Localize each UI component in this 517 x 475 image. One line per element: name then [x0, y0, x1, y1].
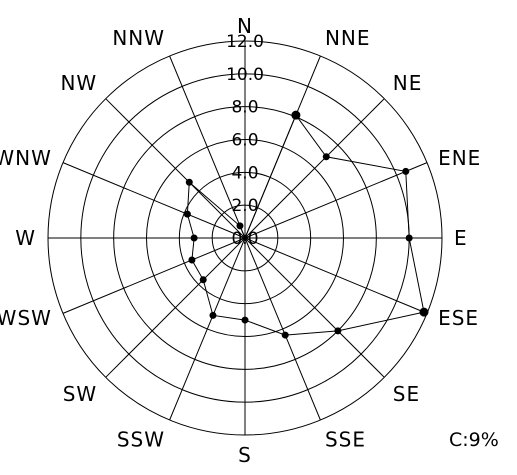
data-point-sw	[199, 276, 207, 284]
direction-label-s: S	[238, 443, 252, 467]
direction-label-ene: ENE	[438, 146, 481, 170]
data-point-nw	[185, 178, 193, 186]
data-point-ene	[402, 167, 410, 175]
spoke-sw	[105, 237, 246, 378]
data-point-ese	[419, 307, 429, 317]
data-point-w	[190, 234, 198, 242]
direction-label-ese: ESE	[438, 306, 479, 330]
spoke-ne	[244, 98, 385, 239]
series-line	[186, 114, 425, 336]
spoke-ssw	[169, 237, 246, 421]
data-point-se	[334, 327, 342, 335]
direction-label-ssw: SSW	[117, 427, 165, 451]
calm-label: C:9%	[449, 429, 499, 451]
spoke-sse	[244, 237, 321, 421]
direction-spokes	[48, 41, 442, 435]
spoke-se	[244, 237, 385, 378]
ring-labels: 0.02.04.06.08.010.012.0	[226, 32, 264, 249]
spoke-nnw	[169, 55, 246, 239]
direction-label-nw: NW	[60, 71, 97, 95]
data-point-nne	[291, 110, 301, 120]
ring-label-4: 8.0	[231, 98, 258, 118]
direction-label-se: SE	[393, 382, 420, 406]
ring-label-3: 6.0	[231, 131, 258, 151]
direction-label-e: E	[454, 226, 468, 250]
spoke-wnw	[62, 162, 246, 239]
direction-label-w: W	[15, 226, 36, 250]
direction-label-ne: NE	[393, 71, 423, 95]
spoke-ese	[244, 237, 428, 314]
data-point-wsw	[188, 256, 196, 264]
data-point-ssw	[209, 311, 217, 319]
data-point-s	[241, 316, 249, 324]
ring-label-2: 4.0	[231, 163, 258, 183]
ring-label-1: 2.0	[231, 196, 258, 216]
spoke-wsw	[62, 237, 246, 314]
ring-label-6: 12.0	[226, 32, 264, 52]
data-point-nnw	[236, 222, 244, 230]
direction-labels: N NNE NE ENE E ESE SE SSE S SSW SW WSW W WNW NW NNW	[0, 14, 481, 467]
direction-label-nnw: NNW	[112, 26, 165, 50]
data-point-sse	[281, 331, 289, 339]
ring-label-5: 10.0	[226, 65, 264, 85]
direction-label-n: N	[237, 14, 253, 38]
direction-label-sse: SSE	[325, 427, 366, 451]
direction-label-nne: NNE	[325, 26, 371, 50]
direction-label-sw: SW	[63, 382, 97, 406]
series-layer	[183, 110, 429, 339]
spoke-nw	[105, 98, 246, 239]
data-point-ne	[322, 153, 330, 161]
direction-label-wsw: WSW	[0, 306, 52, 330]
data-point-e	[405, 234, 413, 242]
direction-label-wnw: WNW	[0, 146, 52, 170]
data-point-wnw	[183, 210, 191, 218]
spoke-ene	[244, 162, 428, 239]
